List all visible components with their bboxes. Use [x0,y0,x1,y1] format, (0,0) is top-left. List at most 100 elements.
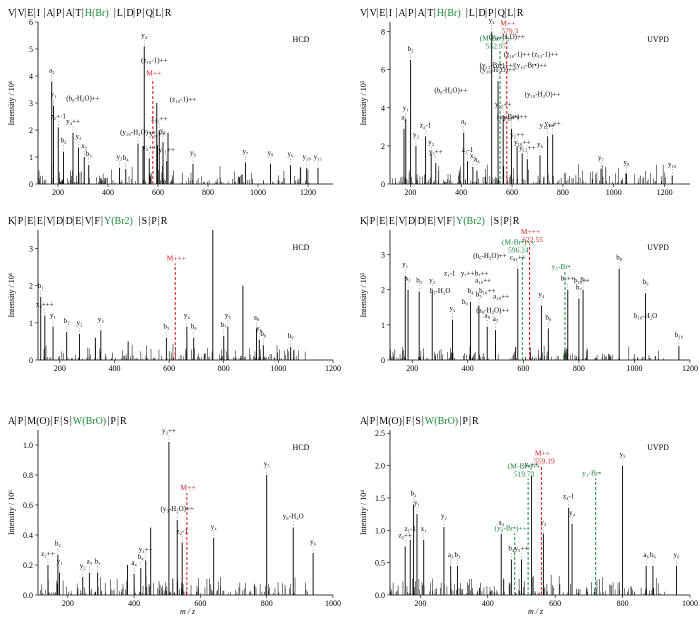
peak-label: y₃ [540,519,547,527]
sequence-residue: A [360,416,368,427]
peak-label: z₂++ [398,531,411,539]
peak-label: b₂ [64,317,71,325]
sequence-residue: V [360,8,368,19]
y-tick-label: 1.0 [375,526,385,535]
peak-label: y₃ [98,315,105,323]
sequence-residue: R [472,416,479,427]
peak-label: y₈ [268,149,275,157]
peak-label: y₆ [674,551,681,559]
peak-label: y₆-H₂O [283,513,304,521]
peak-label: z₂-1 [420,121,432,129]
peak-label: x₂+++ [36,300,54,308]
peak-label: y₂ [413,131,420,139]
peak-label: y₁₃++ [545,119,561,127]
sequence-residue: D [408,216,415,227]
sequence-residue: A [418,8,426,19]
peak-label: y₁₀++ [503,114,519,122]
peak-label: y₅ [264,460,271,468]
spectrum-panel: 200 400 600 800 1000 0.0 0.5 1.0 1.5 2.0 2.5 Intens… [359,416,698,608]
peak-label: y₂ [428,139,435,147]
x-tick-label: 600 [163,364,175,373]
sequence-residue: E [27,216,33,227]
x-tick-label: 200 [404,188,416,197]
sequence-residue: I [37,8,40,19]
x-tick-label: 400 [128,599,140,608]
x-tick-label: 400 [455,188,467,197]
peak-label: y₆ [256,325,263,333]
y-tick-label: 4 [381,104,385,113]
y-tick-label: 0.2 [23,561,33,570]
sequence-residue: L [155,8,161,19]
peak-label: y₁ [57,558,63,566]
sequence-residue: M(O) [27,416,50,427]
marker-label: (y₃-Br•)++ [494,524,526,533]
y-axis-label: Intensity / 10⁴ [359,490,368,535]
annotation-label: (y₉-Br•)++ [497,113,527,121]
sequence-residue: P [462,416,468,427]
y-tick-label: 2 [381,286,385,295]
sequence-residue: D [56,216,63,227]
sequence-residue: E [379,8,385,19]
peak-label: x₁ [405,275,411,283]
peak-label: b₆ [191,323,198,331]
sequence-residue: L [507,8,513,19]
sequence-residue: P [151,216,157,227]
sequence-residue: P [110,416,116,427]
sequence-residue: D [66,216,73,227]
x-tick-label: 600 [517,364,529,373]
x-tick-label: 200 [54,364,66,373]
peak-label: b₂ [416,276,423,284]
sequence-residue: W(BrO) [425,416,458,427]
x-tick-label: 800 [573,364,585,373]
peak-label: b₈ [260,330,267,338]
peak-label: y₁ [50,312,56,320]
sequence-residue: D [478,8,485,19]
y-tick-label: 3 [29,99,33,108]
sequence-residue: P [370,216,376,227]
x-axis-label-bottom-left: m / z [180,607,196,616]
precursor-label: M+++ [521,227,540,236]
peak-label: z₁-1 [405,525,417,533]
peak-label: b₇ [576,284,583,292]
annotation-label: b₃-H₂O [430,287,451,295]
peak-label: y₂ [80,562,87,570]
precursor-label: M++ [146,69,161,78]
y-tick-label: 8 [381,28,385,37]
annotation-label: (b₈-H₂O)++ [434,87,467,95]
peak-label: b₆ [650,551,657,559]
peak-label: b₂ [55,540,62,548]
x-tick-label: 200 [406,364,418,373]
sequence-residue: E [379,216,385,227]
sequence-residue: T [427,8,433,19]
peak-label: y₅ [580,275,587,283]
annotation-label: a₁₀++ [475,277,491,285]
peak-label: y₂ [441,512,448,520]
y-tick-label: 2 [29,282,33,291]
x-tick-label: 1000 [250,188,266,197]
y-tick-label: 1.0 [23,441,33,450]
peak-label: b₁ [38,282,44,290]
peak-label: y₅++ [510,131,524,139]
x-tick-label: 1200 [657,188,673,197]
peak-label: y₄ [211,523,218,531]
sequence-residue: P [370,416,376,427]
y-tick-label: 2.5 [375,429,385,438]
sequence-residue: R [517,8,524,19]
y-tick-label: 0 [29,180,33,189]
peak-label: y₅ [160,127,167,135]
sequence-residue: P [18,416,24,427]
peak-label: y₁₀++ [514,139,530,147]
x-tick-label: 400 [108,364,120,373]
peak-label: a₂ [401,114,407,122]
sequence-residue: P [488,8,494,19]
marker-mass: 596.24 [508,246,529,255]
x-tick-label: 1200 [300,188,316,197]
sequence-residue: R [120,416,127,427]
annotation-label: b₇++ [475,270,489,278]
x-tick-label: 400 [462,364,474,373]
peak-label: y₁₀ [668,160,677,168]
peak-label: a₃ [448,551,454,559]
annotation-label: (z₁₀-1)++ [141,57,167,65]
annotation-label: (z₁₃-1)++ [532,50,558,58]
